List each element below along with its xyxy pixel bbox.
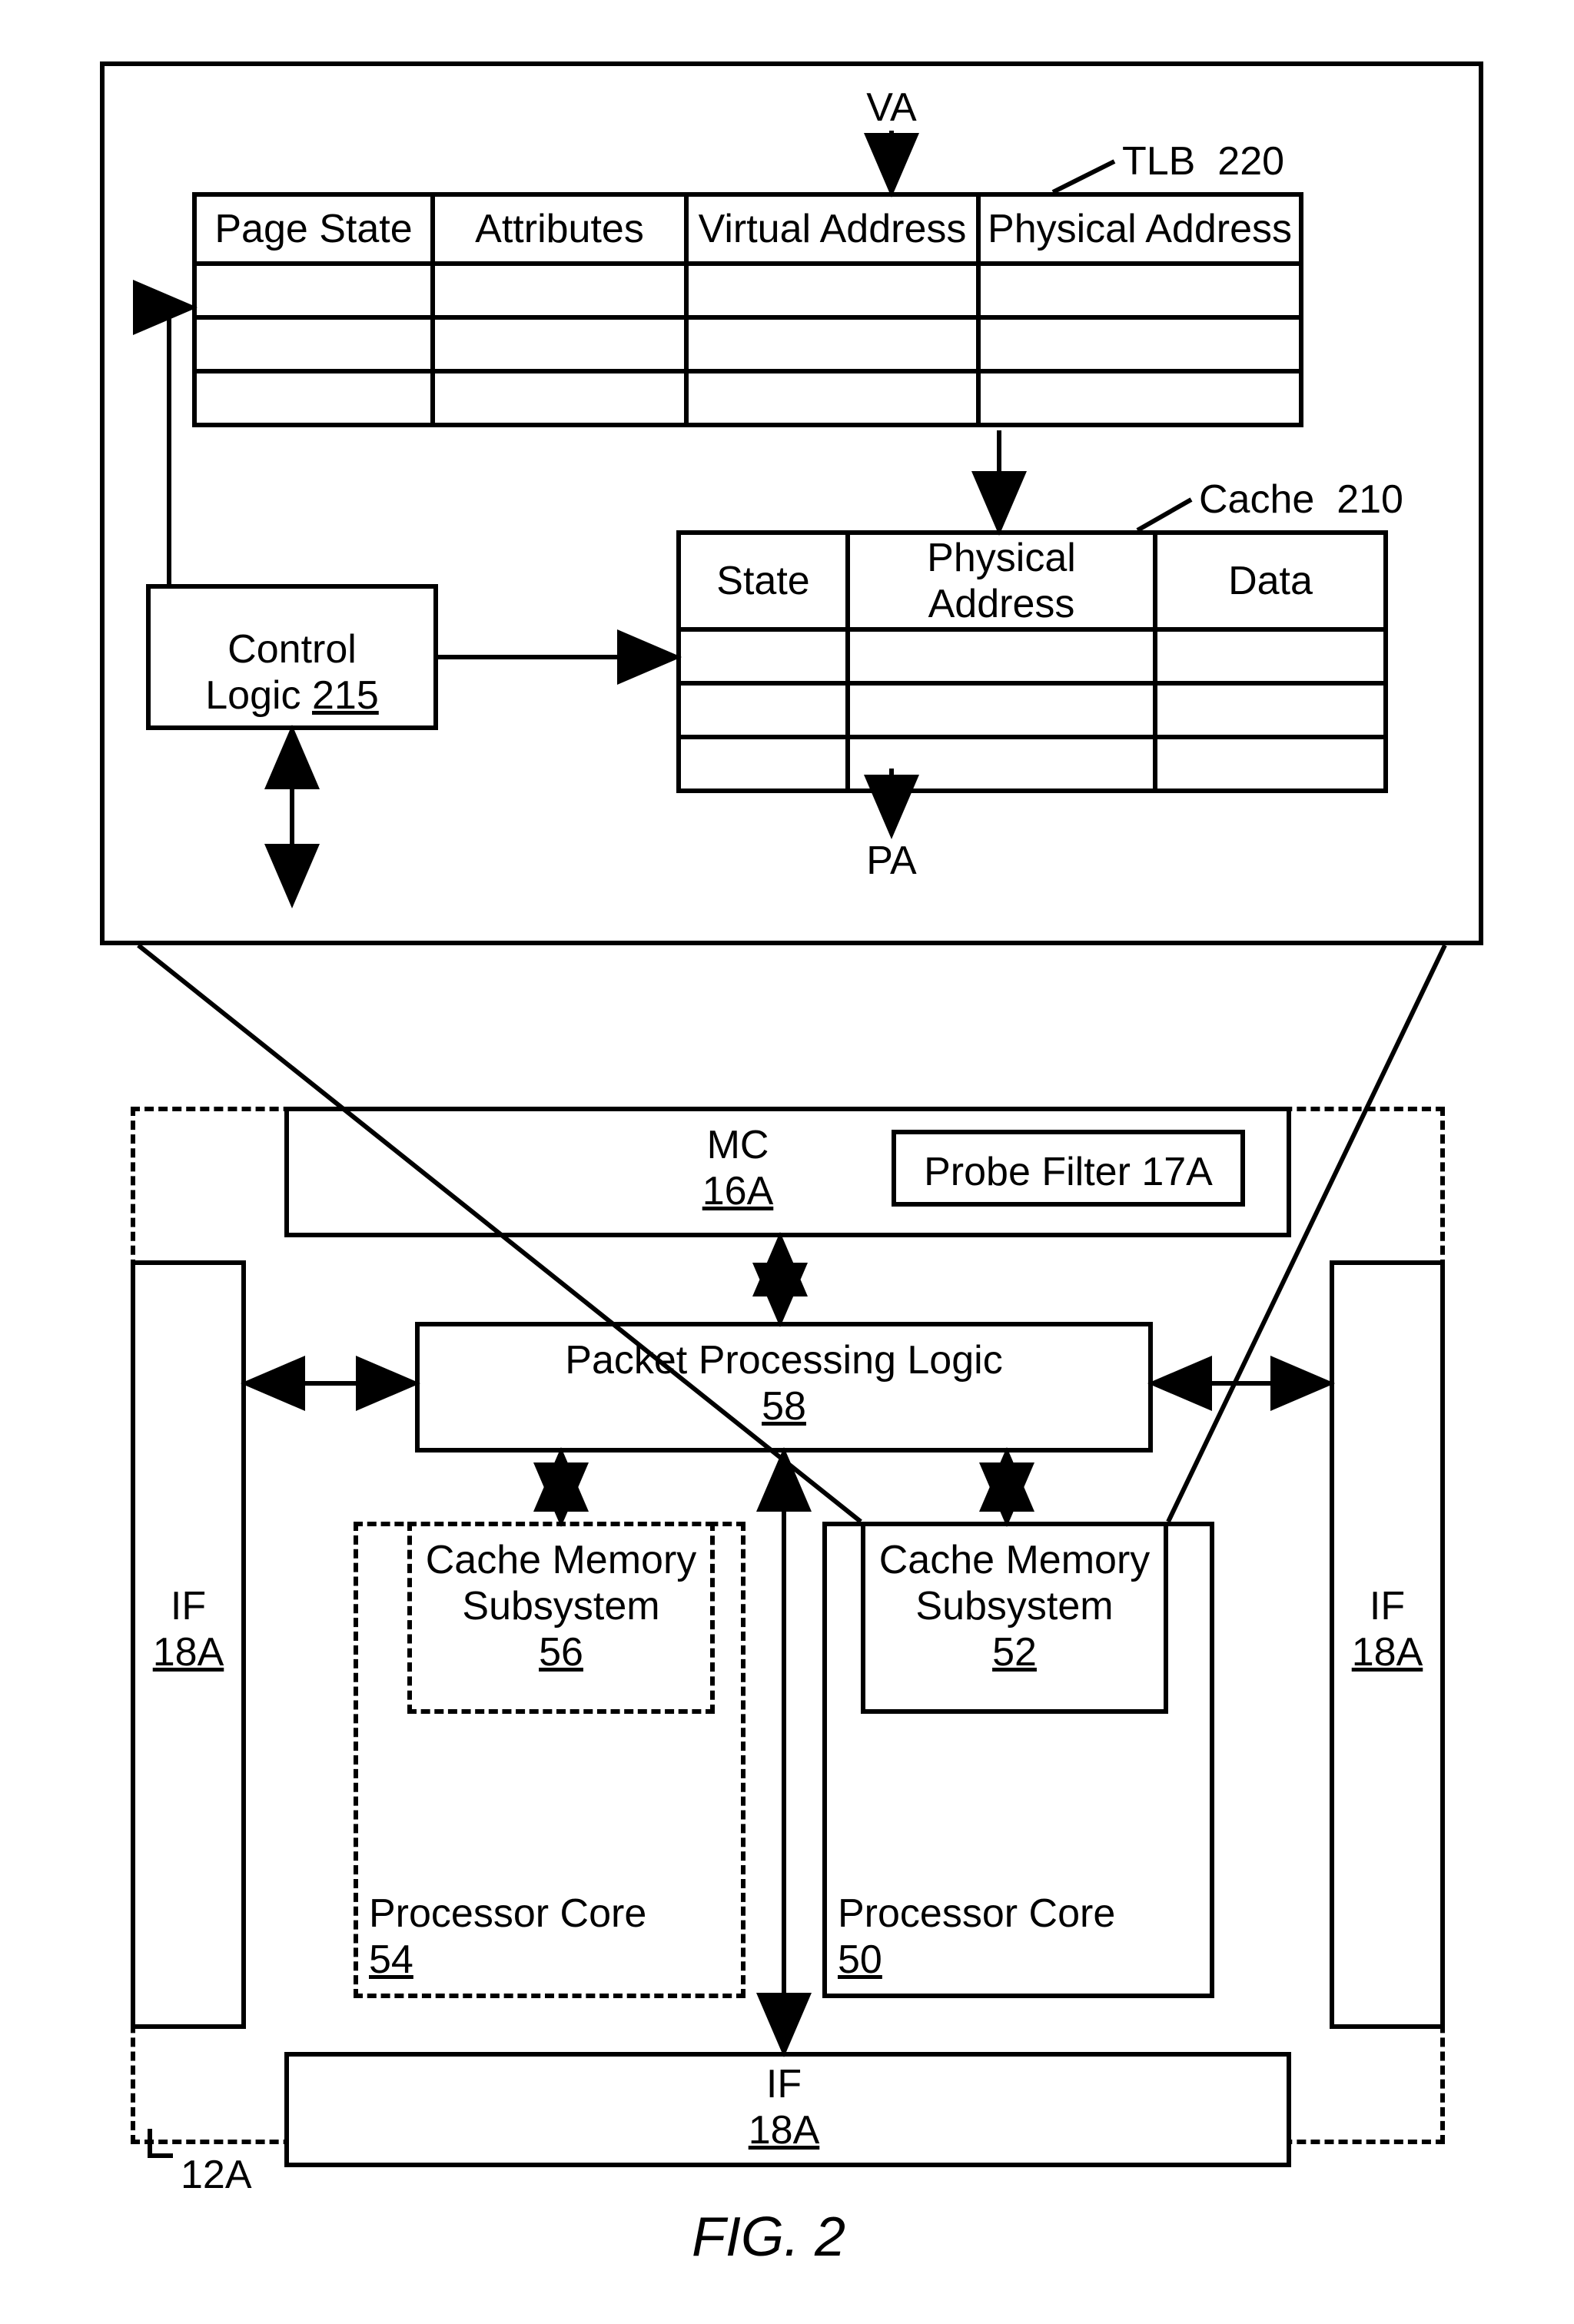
cache-col-0: State [679,533,848,629]
cms-left-text: Cache Memory Subsystem [426,1538,697,1628]
tlb-table: Page State Attributes Virtual Address Ph… [192,192,1303,427]
tlb-label: TLB 220 [1122,138,1322,184]
if-right-text: IF [1370,1584,1405,1628]
cache-label: Cache 210 [1199,476,1445,523]
probe-filter-label: Probe Filter 17A [899,1149,1237,1195]
core-left-num: 54 [369,1937,413,1982]
chip-label: 12A [181,2152,273,2198]
mc-label: MC 16A [669,1122,807,1214]
tlb-col-0: Page State [194,194,433,264]
cache-text: Cache [1199,477,1314,522]
cms-right-num: 52 [992,1630,1037,1675]
core-right-text: Processor Core [838,1891,1115,1936]
cache-num: 210 [1337,477,1403,522]
if-bottom-label: IF 18A [715,2061,853,2153]
core-right-label: Processor Core 50 [838,1891,1145,1983]
va-label: VA [861,85,922,131]
if-right-num: 18A [1352,1630,1423,1675]
if-right-label: IF 18A [1333,1583,1441,1675]
ppl-text: Packet Processing Logic [565,1338,1002,1383]
if-left-text: IF [171,1584,206,1628]
chip-boundary [131,1107,1445,2144]
if-left-num: 18A [153,1630,224,1675]
figure-label: FIG. 2 [692,2206,845,2269]
pa-label: PA [861,838,922,884]
tlb-col-3: Physical Address [978,194,1301,264]
core-right-num: 50 [838,1937,882,1982]
cms-right-text: Cache Memory Subsystem [879,1538,1151,1628]
mc-text: MC [707,1123,769,1167]
ppl-num: 58 [762,1384,806,1429]
core-left-label: Processor Core 54 [369,1891,676,1983]
ppl-label: Packet Processing Logic 58 [430,1337,1137,1429]
mc-num: 16A [702,1169,774,1213]
if-bottom-num: 18A [749,2108,820,2153]
tlb-col-1: Attributes [433,194,686,264]
cms-left-label: Cache Memory Subsystem 56 [415,1537,707,1675]
tlb-col-2: Virtual Address [686,194,978,264]
control-logic-label: Control Logic 215 [154,626,430,719]
if-bottom-text: IF [766,2062,802,2107]
cms-left-num: 56 [539,1630,583,1675]
tlb-num: 220 [1217,139,1284,184]
probe-filter-text: Probe Filter [924,1150,1131,1194]
cache-col-1: Physical Address [848,533,1155,629]
control-logic-num: 215 [312,673,379,718]
if-left-label: IF 18A [134,1583,242,1675]
cache-table: State Physical Address Data [676,530,1388,793]
cms-right-label: Cache Memory Subsystem 52 [868,1537,1161,1675]
probe-filter-num: 17A [1141,1150,1213,1194]
tlb-text: TLB [1122,139,1195,184]
core-left-text: Processor Core [369,1891,646,1936]
figure-2-diagram: VA TLB 220 Page State Attributes Virtual… [0,0,1574,2324]
cache-col-2: Data [1155,533,1386,629]
